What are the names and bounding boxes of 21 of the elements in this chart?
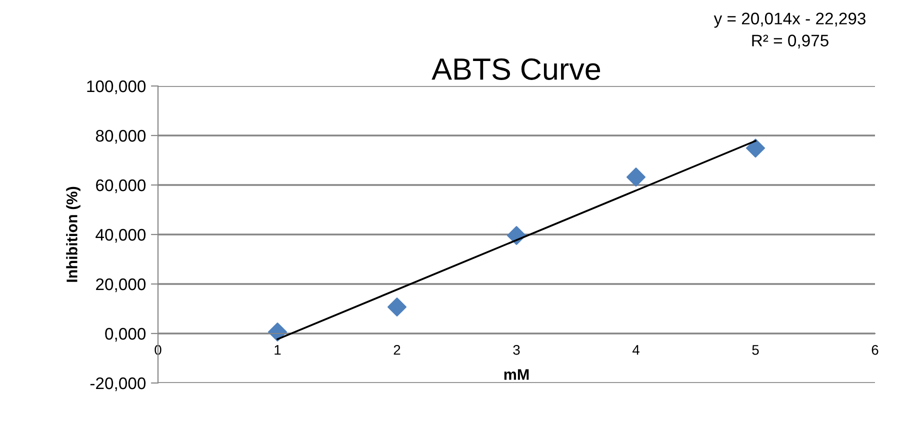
x-tick-label: 2 (394, 344, 400, 355)
x-tick-label: 5 (752, 345, 759, 355)
x-tick-label: 4 (632, 345, 640, 355)
x-axis-title: mM (504, 369, 529, 380)
y-tick-label: 60,000 (96, 179, 146, 194)
text: R² = 0,975 (752, 34, 828, 48)
x-tick-label: 1 (274, 345, 281, 355)
y-tick-label: 0,000 (105, 328, 146, 342)
y-tick-label: 80,000 (96, 130, 146, 144)
x-tick-label: 3 (513, 344, 520, 355)
y-tick-label: 40,000 (96, 228, 146, 243)
chart-title: ABTS Curve (432, 58, 600, 80)
y-tick-label: 100,000 (87, 80, 146, 94)
point (626, 168, 646, 187)
point (388, 298, 406, 316)
y-axis-title: Inhibition (%) (66, 186, 80, 282)
point (746, 138, 765, 158)
text: y = 20,014x - 22,293 (714, 12, 866, 28)
y-tick-label: -20,000 (90, 377, 146, 392)
y-tick-label: 20,000 (96, 278, 146, 292)
x-tick-label: 6 (872, 344, 878, 355)
